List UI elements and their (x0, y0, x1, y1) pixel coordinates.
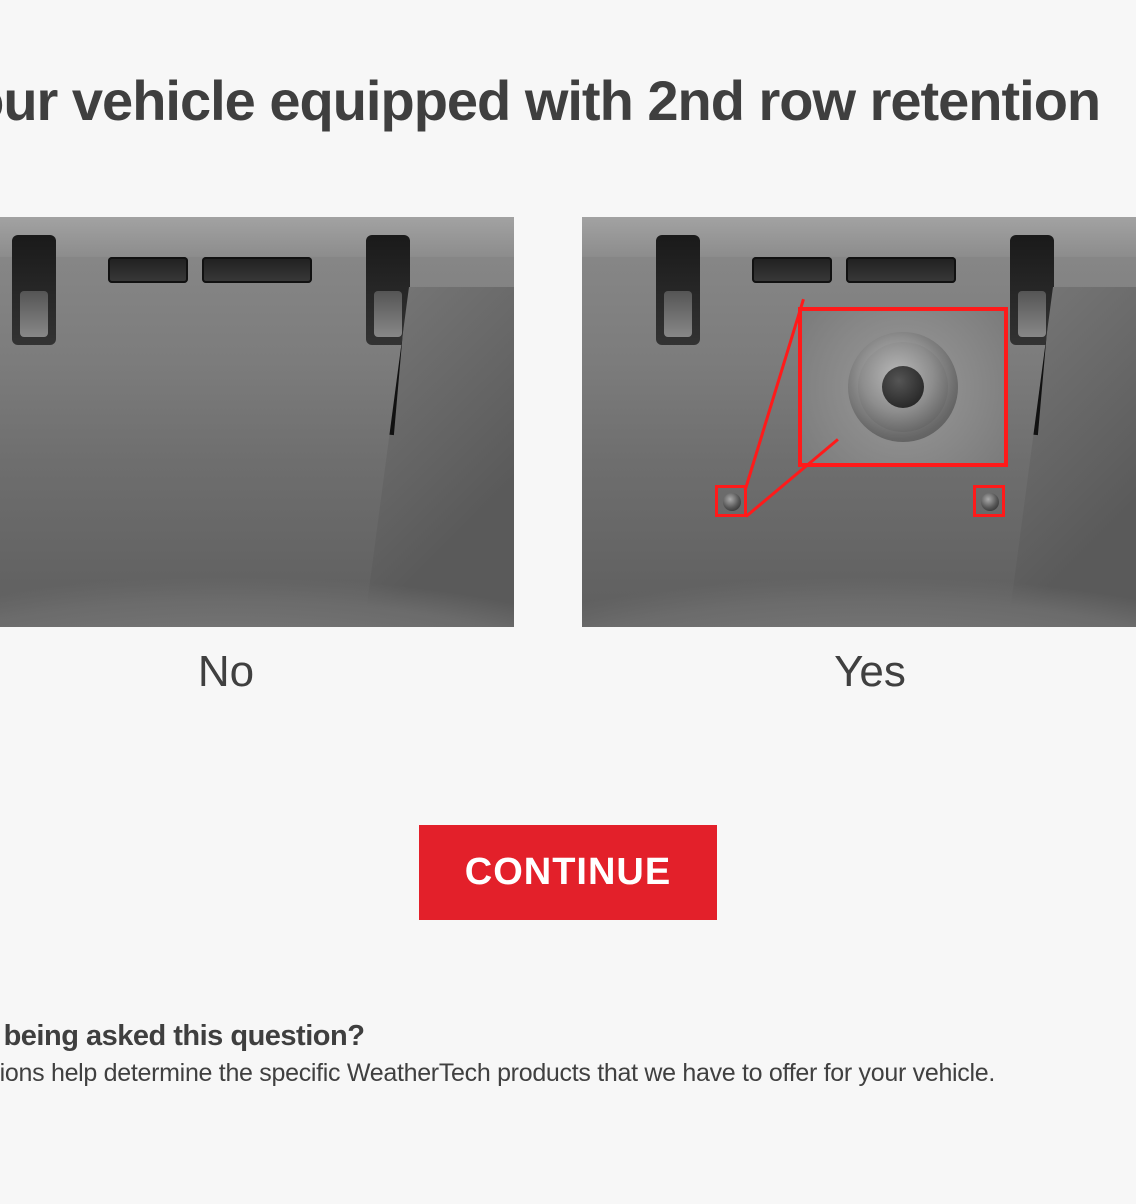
page-heading: your vehicle equipped with 2nd row reten… (0, 68, 1136, 133)
annotation-box-icon (715, 485, 747, 517)
option-yes[interactable]: Yes (582, 217, 1136, 697)
annotation-box-icon (973, 485, 1005, 517)
option-no[interactable]: No (0, 217, 514, 697)
option-yes-label: Yes (582, 647, 1136, 697)
option-yes-image (582, 217, 1136, 627)
why-section: am I being asked this question? question… (0, 1020, 1136, 1088)
why-heading: am I being asked this question? (0, 1020, 1136, 1053)
continue-button[interactable]: CONTINUE (419, 825, 717, 920)
option-no-image (0, 217, 514, 627)
option-no-label: No (0, 647, 514, 697)
option-row: No Yes (0, 217, 1136, 697)
why-body: questions help determine the specific We… (0, 1059, 1136, 1088)
